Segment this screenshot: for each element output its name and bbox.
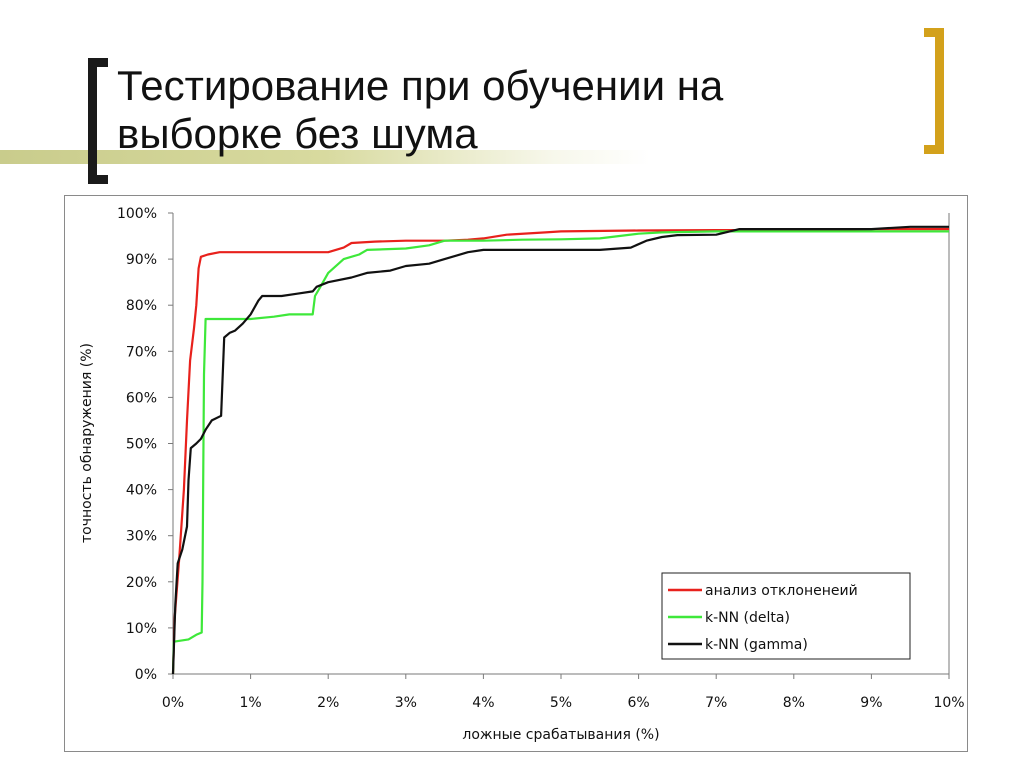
left-bracket-decoration bbox=[88, 58, 108, 184]
title-underline-bar bbox=[0, 150, 650, 164]
chart-frame bbox=[64, 195, 968, 752]
slide-title: Тестирование при обучении на выборке без… bbox=[117, 62, 724, 157]
right-bracket-decoration bbox=[924, 28, 944, 154]
